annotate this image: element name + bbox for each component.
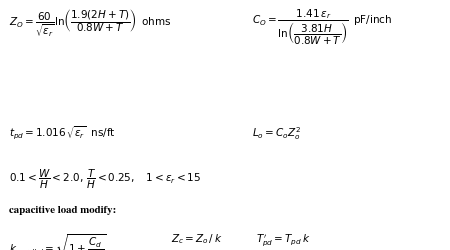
Text: capacitive load modify:: capacitive load modify:	[9, 206, 116, 215]
Text: $Z_O = \dfrac{60}{\sqrt{\varepsilon_r}} \ln\!\left(\dfrac{1.9(2H+T)}{0.8W+T}\rig: $Z_O = \dfrac{60}{\sqrt{\varepsilon_r}} …	[9, 8, 171, 39]
Text: $T_{pd}^{\prime} = T_{pd}\,k$: $T_{pd}^{\prime} = T_{pd}\,k$	[256, 232, 311, 248]
Text: $L_o = C_o Z_o^2$: $L_o = C_o Z_o^2$	[252, 125, 301, 142]
Text: $C_O = \dfrac{1.41\,\varepsilon_r}{\ln\!\left(\dfrac{3.81H}{0.8W+T}\right)}\,$ p: $C_O = \dfrac{1.41\,\varepsilon_r}{\ln\!…	[252, 8, 392, 46]
Text: $k_{parallel} = \sqrt{1+\dfrac{C_d}{C_o l}}$: $k_{parallel} = \sqrt{1+\dfrac{C_d}{C_o …	[9, 232, 107, 250]
Text: $0.1 <\dfrac{W}{H} < 2.0,\,\dfrac{T}{H} < 0.25, \quad 1 < \varepsilon_r < 15$: $0.1 <\dfrac{W}{H} < 2.0,\,\dfrac{T}{H} …	[9, 168, 201, 191]
Text: $Z_c = Z_o\,/\,k$: $Z_c = Z_o\,/\,k$	[171, 232, 222, 246]
Text: $t_{pd} = 1.016\,\sqrt{\varepsilon_r}\;$ ns/ft: $t_{pd} = 1.016\,\sqrt{\varepsilon_r}\;$…	[9, 125, 116, 142]
